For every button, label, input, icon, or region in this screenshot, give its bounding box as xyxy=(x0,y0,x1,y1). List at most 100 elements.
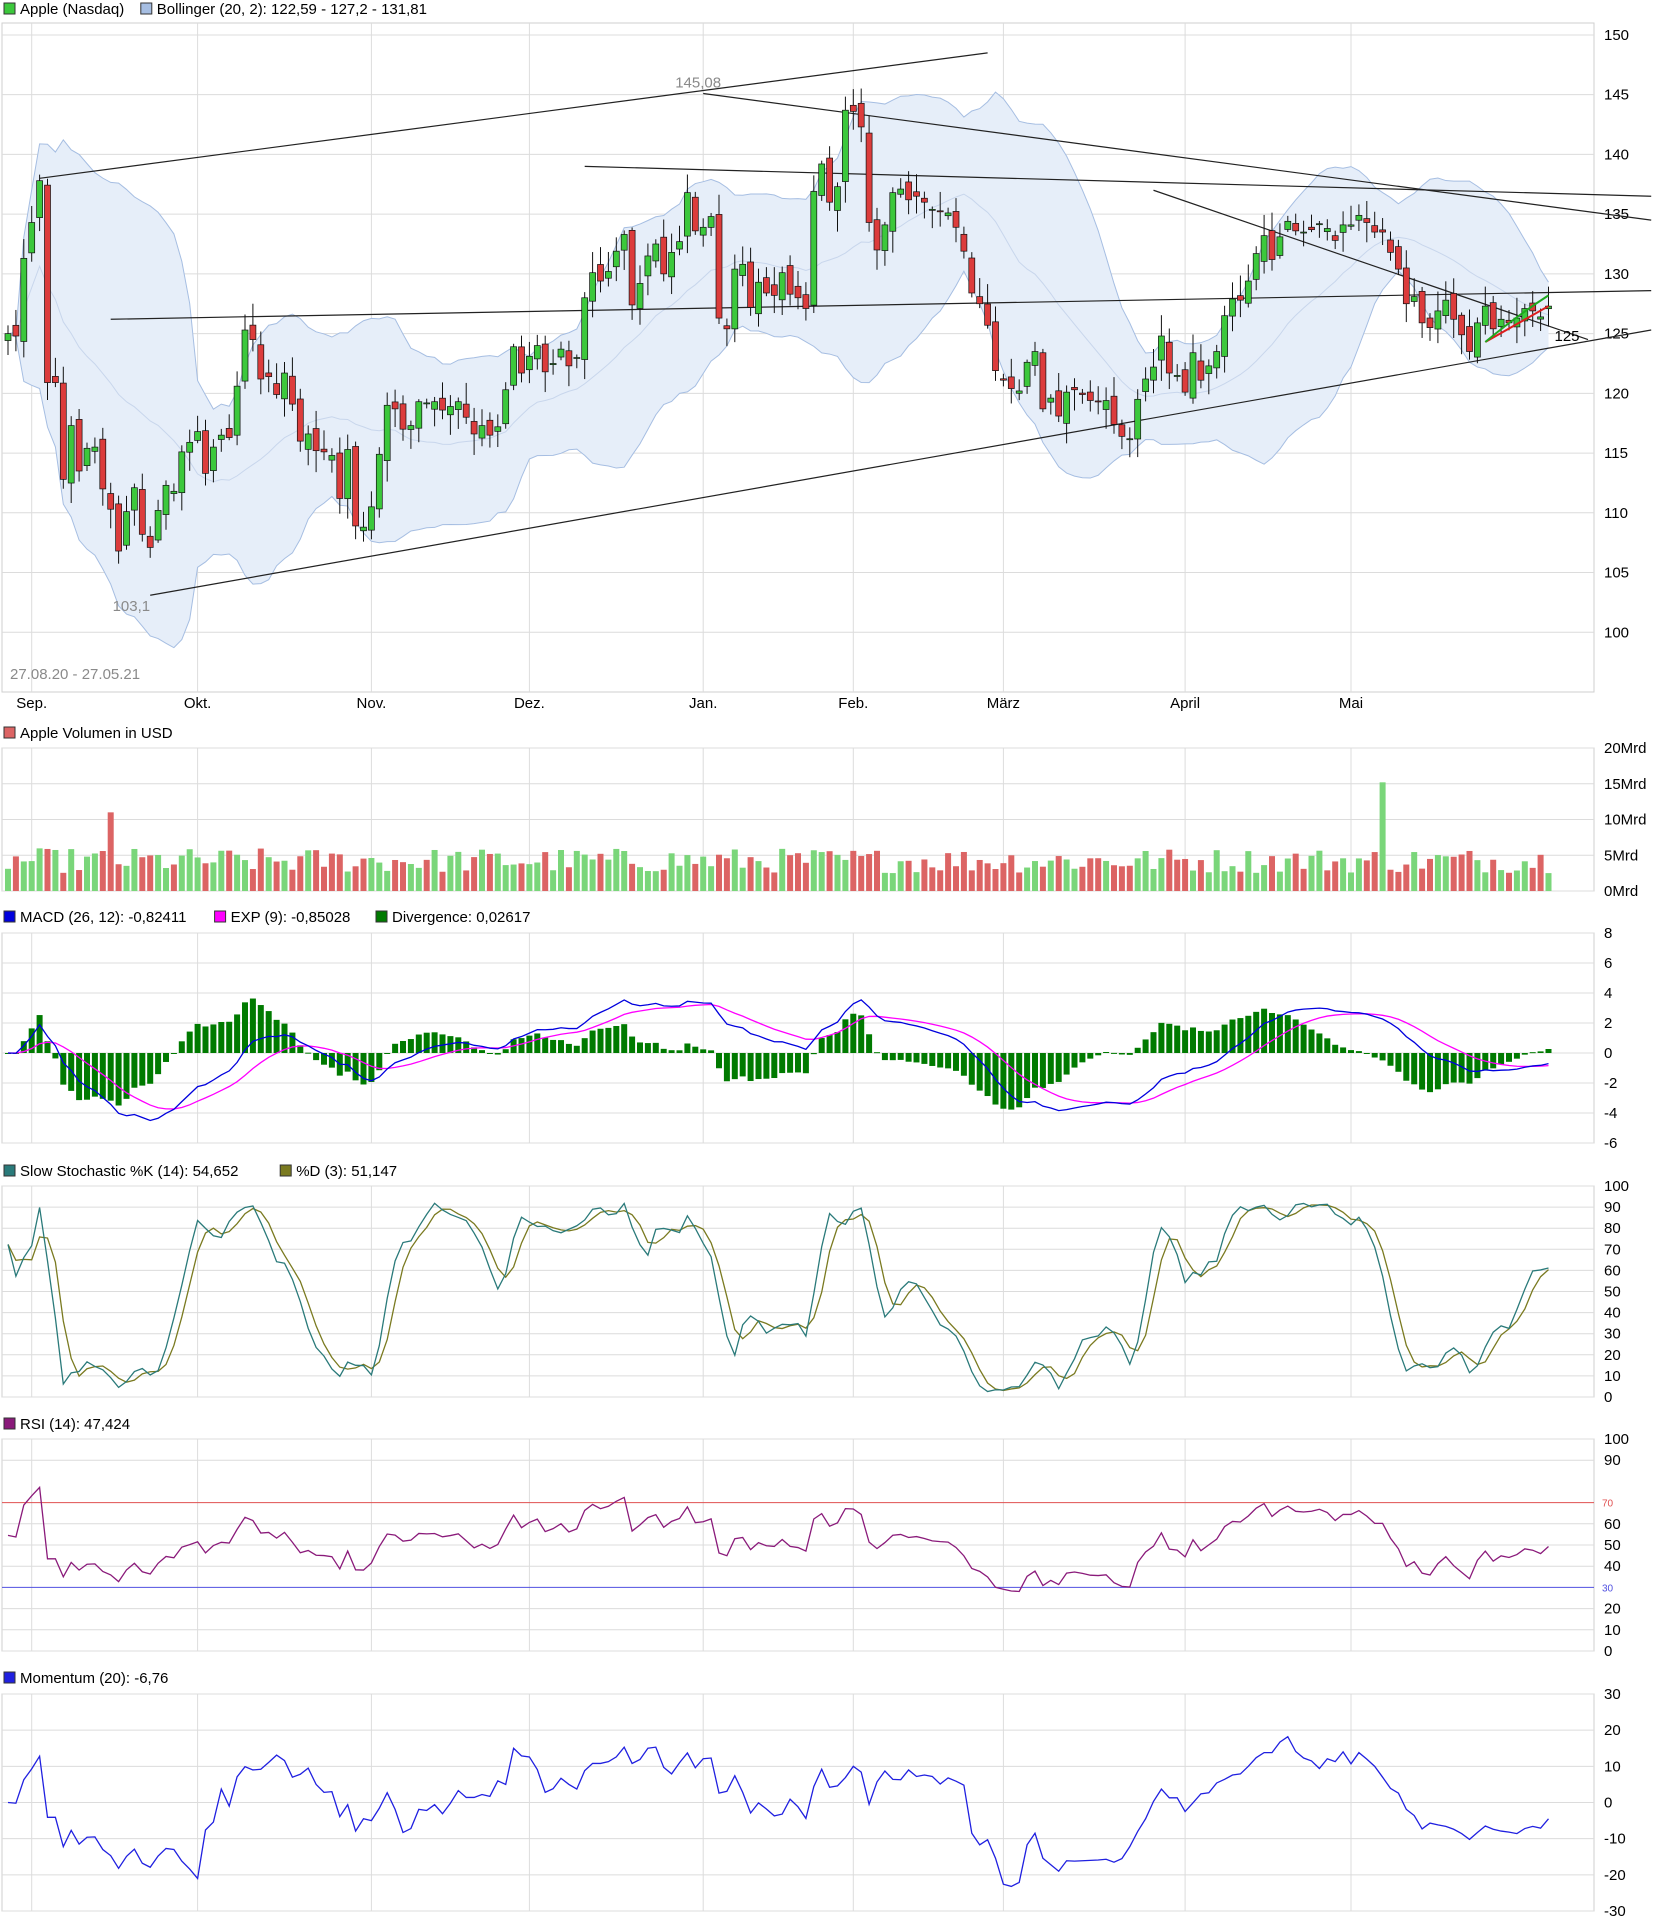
volume-bar xyxy=(573,850,580,891)
price-panel: 100 105 110 115 120 125 130 135 140 145 150 145,08 1… xyxy=(1,22,1652,693)
candle xyxy=(1347,205,1355,231)
candle xyxy=(1229,282,1236,332)
volume-bar xyxy=(565,867,572,891)
candle xyxy=(289,357,296,411)
divergence-bar xyxy=(558,1040,564,1053)
candle xyxy=(1316,220,1323,238)
volume-bar xyxy=(313,850,320,891)
volume-bar xyxy=(1324,870,1331,891)
candle xyxy=(241,314,249,389)
divergence-bar xyxy=(1261,1008,1268,1053)
bollinger-mid xyxy=(7,193,1549,483)
volume-bar xyxy=(802,862,809,891)
divergence-bar xyxy=(423,1032,430,1053)
candle xyxy=(439,382,446,420)
candle xyxy=(1221,305,1228,373)
volume-bar xyxy=(1474,860,1481,891)
volume-bar xyxy=(953,866,959,891)
divergence-bar xyxy=(1395,1053,1402,1072)
candle xyxy=(67,416,75,503)
divergence-bar xyxy=(866,1034,873,1053)
stoch-y-tick: 10 xyxy=(1604,1368,1621,1385)
rsi-y-tick: 50 xyxy=(1604,1537,1621,1554)
volume-bar xyxy=(889,873,896,891)
candle xyxy=(194,415,201,444)
candle xyxy=(131,483,138,526)
volume-bar xyxy=(1205,872,1212,891)
candle xyxy=(1205,359,1213,395)
divergence-bar xyxy=(929,1053,936,1066)
candle xyxy=(565,340,573,387)
volume-bar xyxy=(20,861,27,891)
candle xyxy=(881,221,889,266)
divergence-bar xyxy=(147,1053,154,1084)
volume-bar xyxy=(494,853,501,891)
divergence-bar xyxy=(1174,1025,1181,1053)
candle xyxy=(170,483,178,502)
volume-bar xyxy=(431,849,438,891)
volume-bar xyxy=(1032,861,1038,891)
candle xyxy=(699,218,707,247)
divergence-bar xyxy=(1221,1024,1228,1053)
candle xyxy=(431,396,438,427)
candle xyxy=(1497,305,1505,338)
candle xyxy=(1181,362,1189,396)
volume-bar xyxy=(905,860,912,891)
candle xyxy=(944,207,952,220)
volume-bar xyxy=(155,854,162,891)
candle xyxy=(336,437,344,514)
divergence-bar xyxy=(1324,1038,1331,1053)
divergence-bar xyxy=(984,1053,991,1097)
forecast-down xyxy=(1484,305,1549,343)
vol-y-tick: 20Mrd xyxy=(1604,740,1647,757)
divergence-bar xyxy=(1166,1023,1173,1053)
candle xyxy=(391,389,399,428)
candle xyxy=(486,412,494,448)
volume-bar xyxy=(407,864,414,891)
volume-bar xyxy=(1008,855,1015,891)
volume-bar xyxy=(289,869,296,891)
stoch-y-tick: 60 xyxy=(1604,1262,1621,1279)
candle xyxy=(1276,223,1284,259)
divergence-bar xyxy=(1103,1051,1110,1053)
divergence-bar xyxy=(1269,1013,1275,1053)
volume-bar xyxy=(945,853,952,891)
candle xyxy=(1071,378,1078,411)
divergence-bar xyxy=(960,1053,967,1076)
divergence-bar xyxy=(431,1032,438,1053)
candle xyxy=(375,447,383,518)
candle xyxy=(1308,214,1315,233)
divergence-bar xyxy=(400,1040,406,1053)
volume-bar xyxy=(368,858,375,891)
divergence-bar xyxy=(1411,1053,1418,1085)
volume-bar xyxy=(968,870,975,891)
mom-y-tick: 20 xyxy=(1604,1722,1621,1739)
candle xyxy=(1079,388,1086,404)
month-label: Jan. xyxy=(689,695,717,712)
divergence-bar xyxy=(708,1050,715,1053)
volume-bar xyxy=(107,812,114,891)
divergence-bar xyxy=(1466,1053,1473,1084)
volume-bar xyxy=(486,853,493,891)
volume-bar xyxy=(739,867,746,891)
volume-bar xyxy=(1221,871,1228,891)
volume-bar xyxy=(850,850,857,891)
divergence-bar xyxy=(384,1053,391,1054)
stoch-y-tick: 0 xyxy=(1604,1389,1612,1406)
candle xyxy=(138,473,146,542)
low-annotation: 103,1 xyxy=(113,598,151,615)
volume-bar xyxy=(1229,866,1236,891)
volume-bar xyxy=(755,861,762,891)
macd-y-tick: -4 xyxy=(1604,1105,1617,1122)
candle xyxy=(59,366,67,489)
divergence-bar xyxy=(202,1026,209,1053)
divergence-bar xyxy=(60,1053,67,1085)
volume-bar xyxy=(210,862,217,891)
volume-bar xyxy=(202,863,209,891)
price-y-tick: 105 xyxy=(1604,565,1629,582)
divergence-bar xyxy=(676,1050,683,1053)
rsi-oversold-label: 30 xyxy=(1602,1583,1614,1594)
divergence-bar xyxy=(1055,1053,1062,1082)
divergence-bar xyxy=(1387,1053,1394,1066)
divergence-bar xyxy=(1529,1052,1536,1054)
